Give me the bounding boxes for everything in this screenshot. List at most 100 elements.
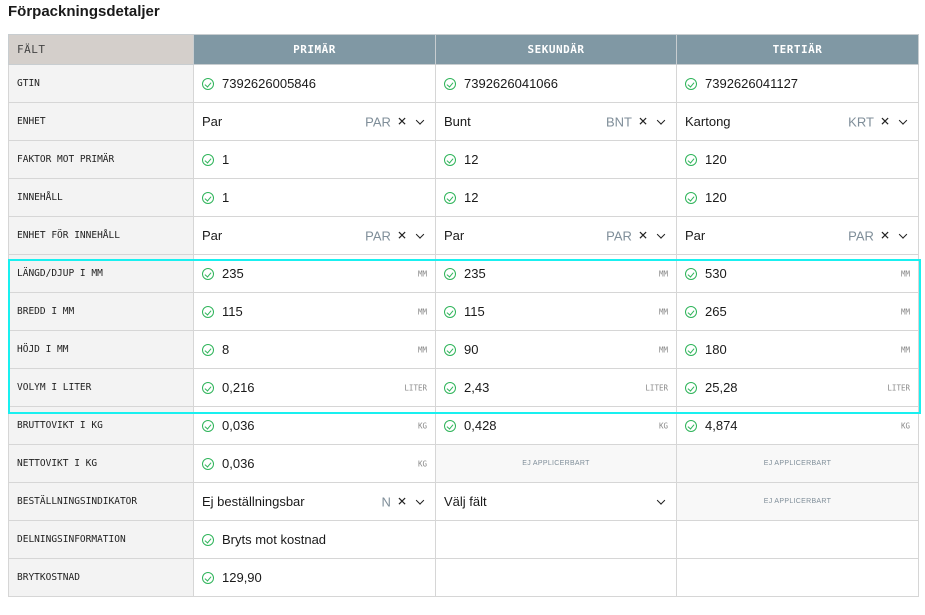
chevron-down-icon[interactable]: [415, 495, 425, 505]
chevron-down-icon[interactable]: [898, 229, 908, 239]
select-cell[interactable]: Par PAR ✕: [435, 216, 677, 255]
value-cell[interactable]: 235 MM: [435, 254, 677, 293]
value-cell[interactable]: 129,90: [193, 558, 436, 597]
cell-value: 2,43: [464, 380, 490, 395]
select-cell[interactable]: Par PAR ✕: [193, 216, 436, 255]
select-cell[interactable]: Par PAR ✕: [676, 216, 919, 255]
value-cell[interactable]: 115 MM: [193, 292, 436, 331]
value-cell[interactable]: 12: [435, 140, 677, 179]
unit-label: MM: [658, 345, 668, 354]
select-cell[interactable]: Välj fält: [435, 482, 677, 521]
table-row: LÄNGD/DJUP I MM 235 MM 235 MM 530 MM: [8, 254, 919, 293]
chevron-down-icon[interactable]: [656, 495, 666, 505]
field-label: FAKTOR MOT PRIMÄR: [8, 140, 194, 179]
cell-value: 0,216: [222, 380, 255, 395]
field-label: DELNINGSINFORMATION: [8, 520, 194, 559]
not-applicable-cell: EJ APPLICERBART: [676, 482, 919, 521]
unit-code: BNT: [605, 114, 632, 129]
select-value: Par: [685, 228, 706, 243]
cell-value: 12: [464, 152, 479, 167]
cell-value: 0,428: [464, 418, 497, 433]
value-cell[interactable]: 1: [193, 140, 436, 179]
value-cell[interactable]: 120: [676, 178, 919, 217]
chevron-down-icon[interactable]: [415, 229, 425, 239]
value-cell[interactable]: 0,036 KG: [193, 406, 436, 445]
value-cell[interactable]: 235 MM: [193, 254, 436, 293]
check-circle-icon: [444, 420, 456, 432]
table-row: GTIN 7392626005846 7392626041066 7392626041…: [8, 64, 919, 103]
unit-label: MM: [417, 307, 427, 316]
value-cell[interactable]: 0,428 KG: [435, 406, 677, 445]
check-circle-icon: [685, 78, 697, 90]
cell-value: 530: [705, 266, 727, 281]
value-cell[interactable]: 4,874 KG: [676, 406, 919, 445]
value-cell[interactable]: Bryts mot kostnad: [193, 520, 436, 559]
check-circle-icon: [202, 306, 214, 318]
chevron-down-icon[interactable]: [898, 115, 908, 125]
value-cell[interactable]: 2,43 LITER: [435, 368, 677, 407]
value-cell[interactable]: 90 MM: [435, 330, 677, 369]
value-cell[interactable]: 120: [676, 140, 919, 179]
clear-icon[interactable]: ✕: [396, 114, 407, 129]
unit-label: MM: [900, 345, 910, 354]
value-cell[interactable]: 8 MM: [193, 330, 436, 369]
cell-value: 265: [705, 304, 727, 319]
table-row: HÖJD I MM 8 MM 90 MM 180 MM: [8, 330, 919, 369]
header-tertiary: TERTIÄR: [676, 34, 919, 65]
unit-label: MM: [417, 345, 427, 354]
cell-value: 180: [705, 342, 727, 357]
field-label: BREDD I MM: [8, 292, 194, 331]
clear-icon[interactable]: ✕: [396, 494, 407, 509]
empty-cell: [676, 520, 919, 559]
check-circle-icon: [685, 192, 697, 204]
value-cell[interactable]: 115 MM: [435, 292, 677, 331]
select-cell[interactable]: Par PAR ✕: [193, 102, 436, 141]
unit-label: KG: [658, 421, 668, 430]
value-cell[interactable]: 180 MM: [676, 330, 919, 369]
value-cell[interactable]: 265 MM: [676, 292, 919, 331]
value-cell[interactable]: 7392626005846: [193, 64, 436, 103]
select-cell[interactable]: Bunt BNT ✕: [435, 102, 677, 141]
select-cell[interactable]: Ej beställningsbar N ✕: [193, 482, 436, 521]
clear-icon[interactable]: ✕: [879, 228, 890, 243]
value-cell[interactable]: 7392626041066: [435, 64, 677, 103]
value-cell[interactable]: 0,216 LITER: [193, 368, 436, 407]
unit-code: PAR: [848, 228, 874, 243]
value-cell[interactable]: 530 MM: [676, 254, 919, 293]
unit-code: PAR: [606, 228, 632, 243]
check-circle-icon: [202, 154, 214, 166]
unit-label: LITER: [887, 383, 910, 392]
cell-value: 90: [464, 342, 479, 357]
value-cell[interactable]: 1: [193, 178, 436, 217]
cell-value: 115: [464, 304, 485, 319]
value-cell[interactable]: 0,036 KG: [193, 444, 436, 483]
select-cell[interactable]: Kartong KRT ✕: [676, 102, 919, 141]
field-label: BRYTKOSTNAD: [8, 558, 194, 597]
cell-value: 25,28: [705, 380, 738, 395]
value-cell[interactable]: 12: [435, 178, 677, 217]
select-controls: PAR ✕: [365, 228, 427, 243]
clear-icon[interactable]: ✕: [396, 228, 407, 243]
field-label: ENHET: [8, 102, 194, 141]
clear-icon[interactable]: ✕: [637, 228, 648, 243]
field-label: HÖJD I MM: [8, 330, 194, 369]
cell-value: 1: [222, 152, 230, 167]
chevron-down-icon[interactable]: [656, 229, 666, 239]
table-row: FAKTOR MOT PRIMÄR 1 12 120: [8, 140, 919, 179]
check-circle-icon: [202, 344, 214, 356]
clear-icon[interactable]: ✕: [879, 114, 890, 129]
check-circle-icon: [444, 154, 456, 166]
select-controls: N ✕: [382, 494, 427, 509]
value-cell[interactable]: 25,28 LITER: [676, 368, 919, 407]
page-title: Förpackningsdetaljer: [8, 3, 160, 20]
chevron-down-icon[interactable]: [415, 115, 425, 125]
chevron-down-icon[interactable]: [656, 115, 666, 125]
unit-code: N: [381, 494, 391, 509]
check-circle-icon: [685, 306, 697, 318]
clear-icon[interactable]: ✕: [637, 114, 648, 129]
check-circle-icon: [444, 344, 456, 356]
value-cell[interactable]: 7392626041127: [676, 64, 919, 103]
unit-label: KG: [417, 459, 427, 468]
unit-label: MM: [658, 269, 668, 278]
cell-value: 4,874: [705, 418, 738, 433]
